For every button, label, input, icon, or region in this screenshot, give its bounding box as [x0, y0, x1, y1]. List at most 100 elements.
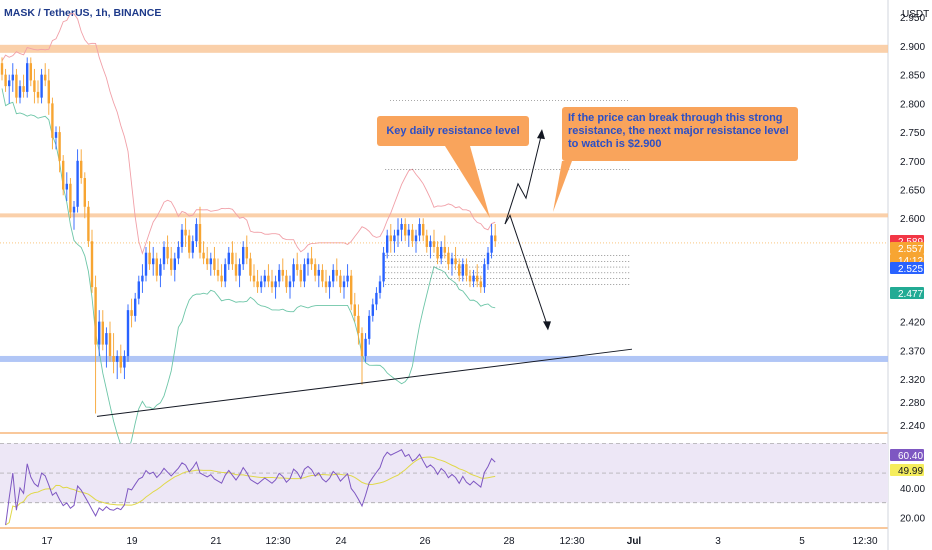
candle-body — [180, 229, 184, 247]
candle-body — [209, 258, 212, 265]
candle-body — [227, 252, 230, 265]
x-tick-label: 26 — [419, 536, 431, 547]
candle-body — [364, 338, 367, 357]
candle-body — [83, 178, 86, 207]
price-badge-bg — [890, 242, 924, 254]
candle-body — [80, 160, 83, 179]
candle-body — [252, 275, 256, 282]
candle-body — [378, 281, 382, 293]
candle-body — [26, 63, 29, 92]
candle-body — [130, 310, 133, 316]
rsi-panel-top-border — [0, 432, 888, 434]
candle-body — [22, 86, 25, 92]
candle-body — [58, 132, 61, 161]
symbol-title[interactable]: MASK / TetherUS, 1h, BINANCE — [4, 7, 162, 19]
candle-body — [450, 258, 454, 265]
candle-body — [321, 269, 324, 282]
candle-body — [188, 235, 191, 253]
candle-body — [134, 298, 137, 316]
candle-body — [191, 241, 194, 253]
candle-body — [418, 223, 421, 236]
bb-upper-band — [1, 13, 496, 255]
candle-body — [40, 74, 43, 98]
candle-body — [339, 275, 342, 288]
candle-body — [234, 264, 238, 276]
candle-body — [306, 258, 310, 265]
candle-body — [224, 264, 227, 282]
candle-body — [270, 281, 274, 288]
candle-body — [267, 275, 270, 282]
candle-body — [195, 223, 198, 242]
candle-body — [54, 132, 58, 138]
x-tick-label: 19 — [126, 536, 138, 547]
candle-body — [231, 252, 234, 265]
projection-rejection-arrowhead — [543, 321, 551, 331]
candle-body — [422, 223, 425, 236]
y-tick-label: 2.600 — [900, 214, 925, 225]
candle-body — [33, 80, 36, 92]
candle-body — [429, 241, 432, 247]
candle-body — [173, 258, 176, 270]
y-tick-label: 2.750 — [900, 128, 925, 139]
x-tick-label: 12:30 — [852, 536, 877, 547]
bb-lower-band — [1, 88, 496, 454]
candle-body — [159, 264, 162, 276]
candle-body — [368, 315, 371, 339]
callout-pointer-breakout — [553, 161, 572, 212]
rsi-badge-bg — [890, 464, 924, 476]
candle-body — [202, 252, 205, 259]
candle-body — [386, 235, 389, 253]
price-badge-bg — [890, 262, 924, 274]
candle-body — [119, 356, 122, 368]
annotation-breakout-text: If the price can break through this stro… — [568, 112, 789, 150]
annotation-breakout: If the price can break through this stro… — [562, 107, 798, 161]
candle-body — [332, 269, 335, 282]
candle-body — [414, 235, 418, 242]
resistance-zone-upper — [0, 44, 888, 53]
candle-body — [389, 235, 392, 242]
candle-body — [292, 264, 295, 282]
candle-body — [350, 275, 353, 305]
candle-body — [15, 74, 18, 98]
candle-body — [90, 241, 94, 288]
candle-body — [8, 80, 11, 87]
candle-body — [436, 246, 439, 259]
x-tick-label: Jul — [627, 536, 642, 547]
candle-body — [274, 281, 277, 288]
candle-body — [447, 252, 450, 265]
candle-body — [69, 183, 72, 213]
candle-body — [4, 74, 7, 87]
candle-body — [375, 292, 378, 305]
candles-group — [0, 57, 497, 414]
candle-body — [342, 281, 346, 288]
candle-body — [490, 235, 493, 253]
y-tick-label: 2.950 — [900, 13, 925, 24]
price-badge-label: 14:12 — [898, 256, 923, 267]
callout-pointer-key — [445, 146, 490, 218]
candle-body — [18, 86, 22, 98]
candle-body — [458, 264, 461, 276]
candle-body — [184, 229, 187, 236]
candle-body — [440, 246, 443, 259]
annotation-key-resistance-text: Key daily resistance level — [386, 125, 520, 137]
x-tick-label: 28 — [503, 536, 515, 547]
candle-body — [155, 258, 158, 276]
projection-breakout-arrowhead — [537, 129, 545, 140]
x-tick-label: 12:30 — [265, 536, 290, 547]
candle-body — [371, 304, 374, 316]
projection-rejection — [504, 214, 549, 328]
candle-body — [461, 264, 464, 276]
candle-body — [357, 315, 360, 334]
rsi-badge-label: 49.99 — [898, 466, 923, 477]
candle-body — [123, 356, 126, 368]
price-badge-bg — [890, 287, 924, 299]
candle-body — [299, 269, 302, 282]
rsi-y-tick-label: 20.00 — [900, 514, 925, 525]
candle-body — [382, 252, 385, 282]
candle-body — [432, 241, 436, 247]
candle-body — [285, 275, 288, 288]
candle-body — [335, 269, 338, 276]
y-tick-label: 2.320 — [900, 375, 925, 386]
candle-body — [87, 206, 90, 242]
